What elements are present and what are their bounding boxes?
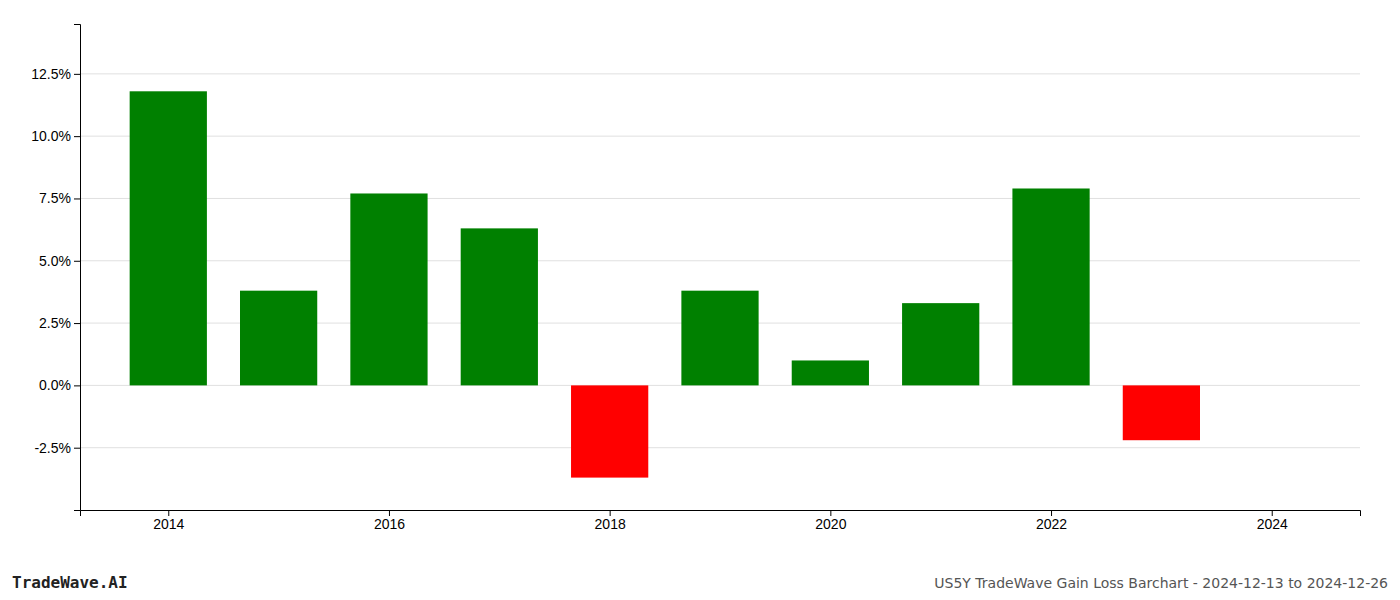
bar — [571, 385, 648, 477]
grid-line — [80, 260, 1360, 261]
y-tick-mark — [74, 136, 80, 137]
x-tick: 2024 — [1257, 510, 1288, 532]
y-tick: 12.5% — [31, 66, 80, 82]
x-tick: 2016 — [374, 510, 405, 532]
y-tick-mark — [74, 323, 80, 324]
y-tick: 5.0% — [39, 253, 80, 269]
bars — [130, 91, 1200, 477]
bar — [902, 303, 979, 385]
bar — [1123, 385, 1200, 440]
y-axis-line — [74, 25, 81, 511]
plot: 2014 2016 2018 2020 2022 2024 -2.5% 0.0% 2.5% 5.0… — [31, 25, 1360, 532]
y-tick-label: 10.0% — [31, 128, 71, 144]
x-tick-label: 2018 — [595, 516, 626, 532]
bar — [1012, 188, 1089, 385]
y-tick-mark — [74, 74, 80, 75]
footer-right: US5Y TradeWave Gain Loss Barchart - 2024… — [934, 575, 1388, 591]
y-tick: 0.0% — [39, 377, 80, 393]
x-tick-label: 2022 — [1036, 516, 1067, 532]
x-tick: 2014 — [153, 510, 184, 532]
chart: 2014 2016 2018 2020 2022 2024 -2.5% 0.0% 2.5% 5.0… — [0, 0, 1400, 600]
x-axis: 2014 2016 2018 2020 2022 2024 — [81, 510, 1361, 532]
y-tick: 2.5% — [39, 315, 80, 331]
y-tick-mark — [74, 198, 80, 199]
x-tick-label: 2024 — [1257, 516, 1288, 532]
bar — [240, 291, 317, 386]
x-tick: 2020 — [815, 510, 846, 532]
grid-line — [80, 136, 1360, 137]
bar — [681, 291, 758, 386]
y-tick-label: -2.5% — [34, 440, 71, 456]
y-tick: 7.5% — [39, 190, 80, 206]
y-axis: -2.5% 0.0% 2.5% 5.0% 7.5% 10.0% 12.5% — [31, 25, 80, 511]
grid-line — [80, 73, 1360, 74]
footer-left: TradeWave.AI — [12, 573, 128, 592]
grid — [80, 74, 1360, 448]
grid-line — [80, 198, 1360, 199]
grid-line — [80, 447, 1360, 448]
y-tick: -2.5% — [34, 440, 80, 456]
x-tick-label: 2020 — [815, 516, 846, 532]
y-tick-label: 7.5% — [39, 190, 71, 206]
x-tick-label: 2016 — [374, 516, 405, 532]
bar — [130, 91, 207, 385]
y-tick-label: 12.5% — [31, 66, 71, 82]
bar — [350, 193, 427, 385]
bar — [792, 360, 869, 385]
y-tick-mark — [74, 385, 80, 386]
x-tick-label: 2014 — [153, 516, 184, 532]
y-tick-label: 0.0% — [39, 377, 71, 393]
y-tick-mark — [74, 261, 80, 262]
y-tick-mark — [74, 448, 80, 449]
x-axis-line — [81, 511, 1361, 517]
x-tick: 2022 — [1036, 510, 1067, 532]
y-tick: 10.0% — [31, 128, 80, 144]
y-tick-label: 2.5% — [39, 315, 71, 331]
y-tick-label: 5.0% — [39, 253, 71, 269]
x-tick: 2018 — [595, 510, 626, 532]
bar — [461, 228, 538, 385]
